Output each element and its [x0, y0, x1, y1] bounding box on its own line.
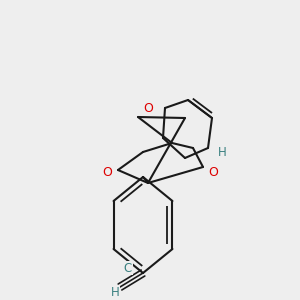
Text: O: O	[208, 166, 218, 178]
Text: O: O	[143, 101, 153, 115]
Text: H: H	[111, 286, 119, 298]
Text: O: O	[102, 167, 112, 179]
Text: C: C	[124, 262, 132, 275]
Text: H: H	[218, 146, 226, 158]
